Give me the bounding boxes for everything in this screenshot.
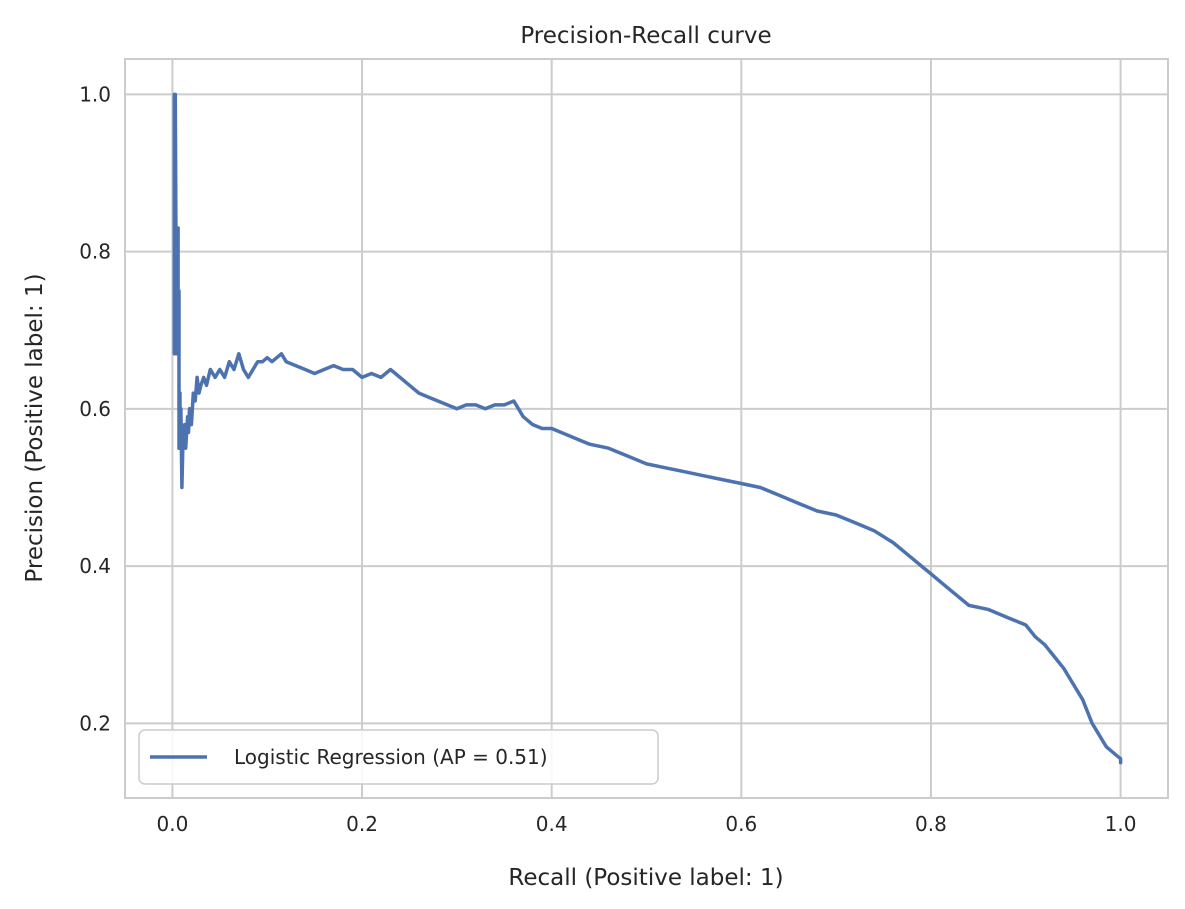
x-tick-label: 0.4 <box>536 812 568 836</box>
x-tick-label: 1.0 <box>1105 812 1137 836</box>
chart-title: Precision-Recall curve <box>520 23 771 49</box>
series-line-logistic-regression <box>172 92 1123 765</box>
y-tick-label: 0.4 <box>79 554 111 578</box>
legend-box <box>138 729 659 785</box>
plot-area-frame <box>124 58 1169 799</box>
y-tick-label: 0.2 <box>79 711 111 735</box>
y-tick-label: 0.8 <box>79 240 111 264</box>
x-tick-label: 0.2 <box>346 812 378 836</box>
legend: Logistic Regression (AP = 0.51) <box>138 729 659 785</box>
y-tick-label: 0.6 <box>79 397 111 421</box>
y-tick-label: 1.0 <box>79 82 111 106</box>
x-tick-label: 0.6 <box>725 812 757 836</box>
y-axis-label: Precision (Positive label: 1) <box>22 273 48 582</box>
y-axis-ticks: 0.2 0.4 0.6 0.8 1.0 <box>79 82 111 735</box>
x-tick-label: 0.0 <box>157 812 189 836</box>
x-axis-ticks: 0.0 0.2 0.4 0.6 0.8 1.0 <box>157 812 1137 836</box>
x-axis-label: Recall (Positive label: 1) <box>508 865 783 891</box>
legend-entry-logistic-regression: Logistic Regression (AP = 0.51) <box>234 745 548 769</box>
x-tick-label: 0.8 <box>915 812 947 836</box>
